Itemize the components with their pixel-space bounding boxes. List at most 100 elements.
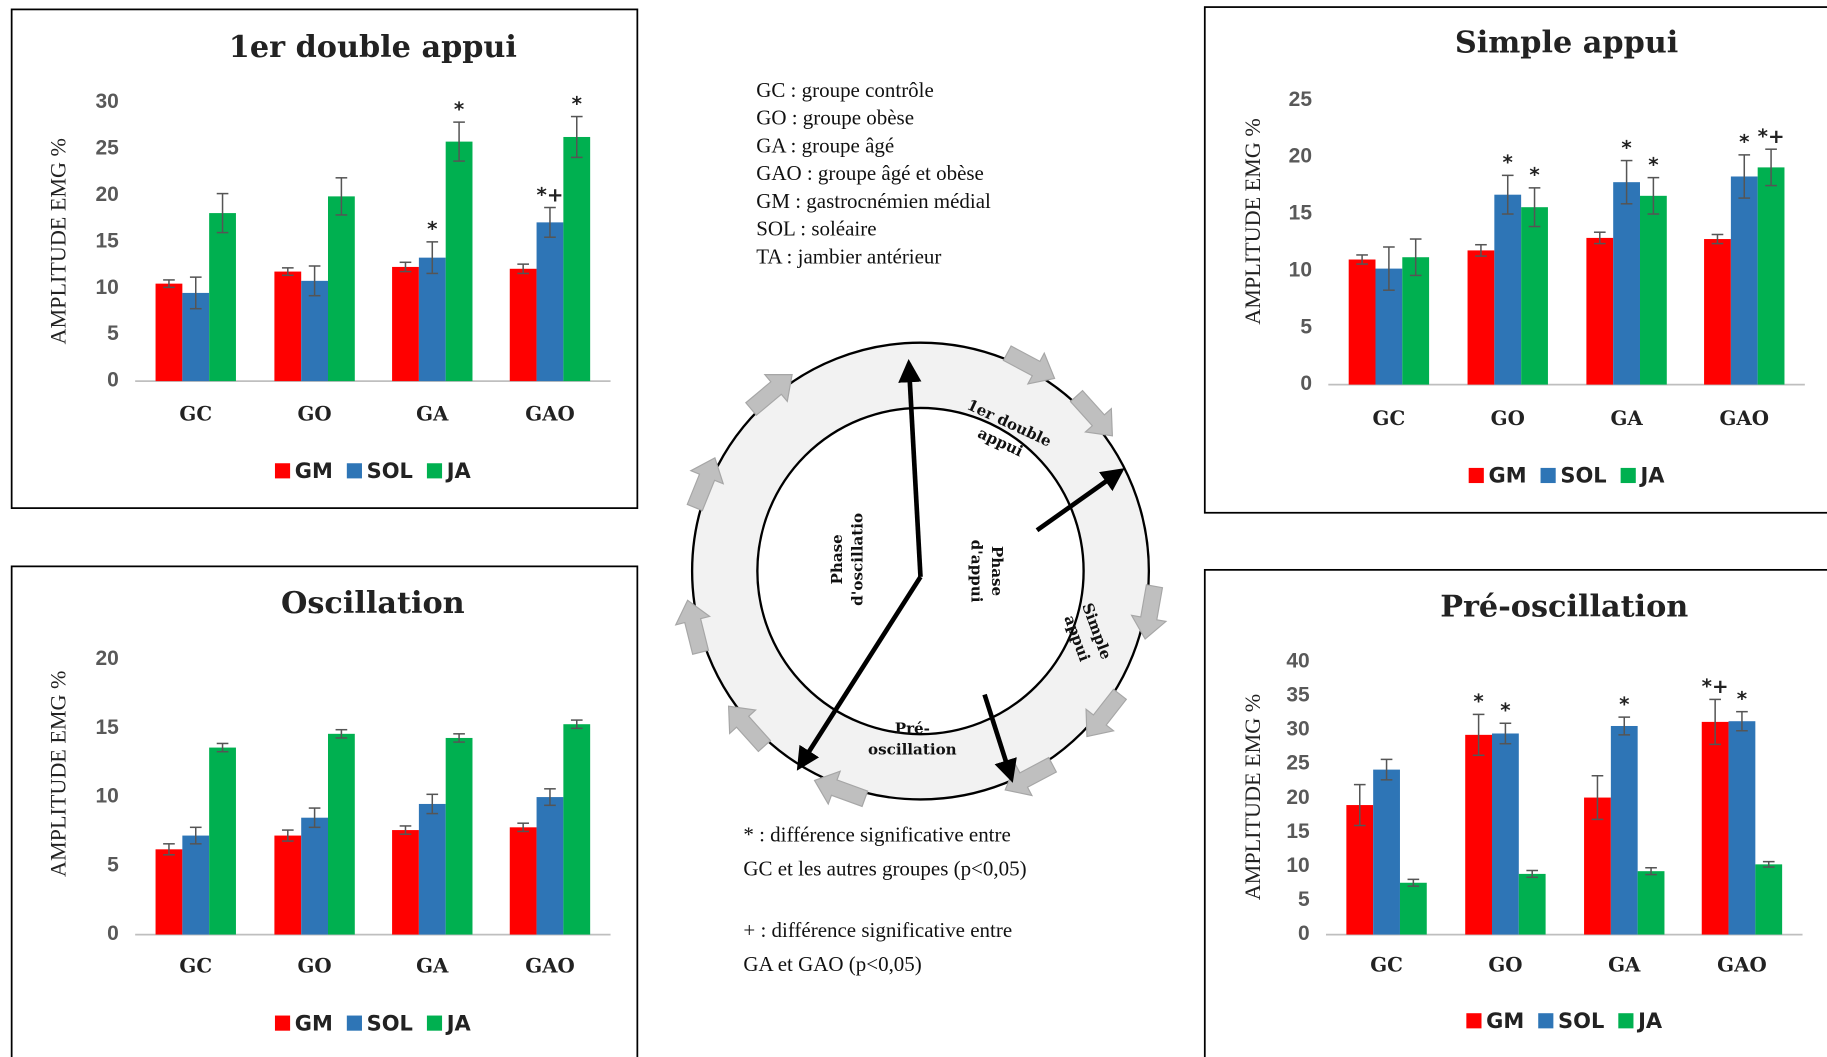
y-tick-label: 10 xyxy=(1286,854,1309,877)
error-bar xyxy=(1620,159,1633,205)
error-bar xyxy=(281,829,294,842)
error-bar xyxy=(1380,758,1393,781)
phase-spoke xyxy=(1035,468,1125,533)
bar xyxy=(1704,239,1731,385)
diagram-label-line: d'oscillatio xyxy=(849,513,867,606)
legend-swatch xyxy=(346,463,362,479)
y-tick-label: 25 xyxy=(1286,752,1310,775)
diagram-label-line: oscillation xyxy=(868,740,957,758)
legend-label: GM xyxy=(295,459,333,483)
diagram-label-line: Pré- xyxy=(895,719,930,737)
bar xyxy=(209,213,236,382)
legend-label: GM xyxy=(1486,1009,1524,1033)
error-bar xyxy=(1526,869,1539,879)
x-tick-label: GAO xyxy=(525,954,575,978)
bar xyxy=(1465,734,1493,935)
legend-swatch xyxy=(274,463,291,479)
ring-arrow xyxy=(686,456,725,512)
error-bar xyxy=(1593,231,1606,245)
significance-mark: * xyxy=(572,92,582,115)
bar xyxy=(1730,176,1758,385)
significance-mark: * xyxy=(1619,693,1629,716)
y-tick-label: 15 xyxy=(1289,202,1313,225)
abbreviation: GAO : groupe âgé et obèse xyxy=(756,161,984,185)
y-tick-label: 10 xyxy=(96,276,119,299)
x-tick-label: GA xyxy=(1610,406,1643,430)
error-bar xyxy=(570,719,583,730)
panel-frame xyxy=(10,565,639,1057)
ring-arrow xyxy=(1130,584,1168,640)
abbreviation: TA : jambier antérieur xyxy=(756,244,941,268)
error-bar xyxy=(1383,246,1395,291)
y-tick-label: 10 xyxy=(96,785,119,808)
bar xyxy=(418,803,446,935)
y-tick-label: 0 xyxy=(1298,922,1310,945)
abbreviation: GM : gastrocnémien médial xyxy=(756,189,991,213)
legend-swatch xyxy=(1468,467,1484,484)
bar xyxy=(536,222,564,382)
bar xyxy=(301,817,328,935)
y-axis-label: AMPLITUDE EMG % xyxy=(1240,694,1265,900)
y-tick-label: 5 xyxy=(1300,315,1312,338)
y-tick-label: 0 xyxy=(1300,372,1312,395)
significance-mark: *+ xyxy=(1758,125,1785,148)
error-bar xyxy=(335,728,348,739)
bar xyxy=(509,827,537,935)
bar xyxy=(1637,871,1665,935)
error-bar xyxy=(544,206,556,238)
y-tick-label: 5 xyxy=(1298,888,1310,911)
ring-arrow xyxy=(744,373,793,417)
error-bar xyxy=(426,241,439,275)
error-bar xyxy=(1762,860,1775,868)
significance-mark: * xyxy=(1529,164,1539,187)
error-bar xyxy=(216,742,229,753)
chart-title: Simple appui xyxy=(1455,25,1678,60)
bar xyxy=(301,280,328,382)
bar xyxy=(1521,207,1548,385)
bar xyxy=(155,849,183,935)
x-tick-label: GO xyxy=(298,401,332,425)
bar xyxy=(1584,797,1611,935)
diagram-label-line: Phase xyxy=(828,534,846,584)
abbreviation: GA : groupe âgé xyxy=(756,133,894,157)
bar xyxy=(274,271,302,382)
bar xyxy=(445,737,473,935)
bar xyxy=(209,747,236,935)
error-bar xyxy=(517,263,529,275)
panel-frame xyxy=(1203,6,1827,514)
diagram-label: Phased'appui xyxy=(967,540,1006,603)
bar xyxy=(327,733,355,935)
bar xyxy=(182,835,210,935)
bar xyxy=(1373,769,1400,935)
bar xyxy=(563,136,591,382)
error-bar xyxy=(1499,722,1512,745)
bar xyxy=(1613,182,1640,385)
legend-swatch xyxy=(1618,1013,1634,1029)
error-bar xyxy=(189,276,202,310)
legend-swatch xyxy=(1538,1013,1554,1029)
significance-mark: * xyxy=(427,218,437,241)
significance-mark: * xyxy=(1648,153,1658,176)
error-bar xyxy=(1528,187,1541,228)
bar xyxy=(1755,864,1783,935)
bar xyxy=(1701,721,1729,935)
error-bar xyxy=(399,261,412,273)
y-tick-label: 30 xyxy=(96,90,119,113)
y-tick-label: 35 xyxy=(1286,684,1310,707)
ring-arrow xyxy=(1085,688,1128,738)
y-tick-label: 15 xyxy=(1286,820,1310,843)
y-axis-label: AMPLITUDE EMG % xyxy=(46,671,71,877)
x-tick-label: GA xyxy=(1608,953,1641,977)
abbreviation: SOL : soléaire xyxy=(756,217,876,241)
significance-note: + : différence significative entre xyxy=(743,918,1012,942)
error-bar xyxy=(1407,878,1420,887)
chart-title: Pré-oscillation xyxy=(1440,589,1688,624)
significance-note: * : différence significative entre xyxy=(743,823,1010,847)
chart-panel: Oscillation AMPLITUDE EMG % 0 5 10 15 20 GC GO GA… xyxy=(10,565,639,1057)
bar xyxy=(1586,237,1614,385)
significance-mark: * xyxy=(1500,699,1510,722)
legend-label: GM xyxy=(1488,464,1526,488)
abbreviation: GO : groupe obèse xyxy=(756,106,914,130)
y-tick-label: 20 xyxy=(1289,145,1312,168)
y-tick-label: 25 xyxy=(96,137,120,160)
